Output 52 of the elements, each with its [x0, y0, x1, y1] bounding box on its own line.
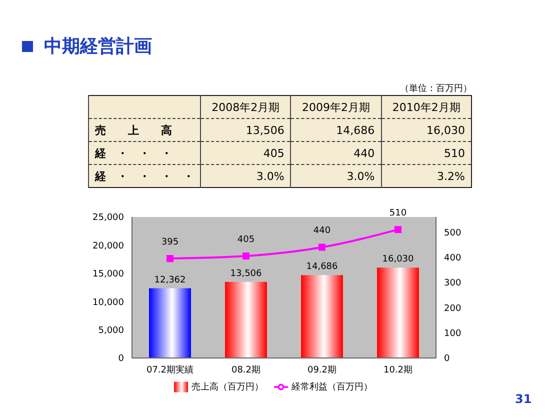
- data-label: 510: [389, 208, 407, 219]
- text: 2009年2月期: [290, 96, 382, 118]
- point: [166, 255, 174, 262]
- bar: [301, 275, 343, 358]
- y2-tick-label: 400: [444, 253, 462, 264]
- point: [318, 244, 326, 251]
- bar: [149, 288, 191, 358]
- data-label: 440: [313, 226, 331, 236]
- text: 14,686: [290, 118, 382, 142]
- text: 中期経営計画: [44, 35, 152, 58]
- y2-tick-label: 300: [444, 278, 462, 289]
- y-tick-label: 15,000: [92, 270, 124, 280]
- text: 3.0%: [200, 164, 291, 188]
- data-label: 395: [161, 238, 179, 248]
- data-label: 14,686: [306, 262, 338, 272]
- y-tick-label: 5,000: [98, 326, 124, 336]
- data-label: 13,506: [230, 268, 262, 279]
- text: 16,030: [381, 118, 472, 142]
- text: 405: [200, 142, 291, 164]
- legend-label: 売上高（百万円）: [192, 382, 264, 392]
- bar: [225, 282, 267, 358]
- text: 2008年2月期: [200, 96, 291, 118]
- y2-tick-label: 200: [444, 304, 462, 314]
- x-tick-label: 09.2期: [307, 364, 337, 376]
- text: 2010年2月期: [381, 96, 472, 118]
- text: 経 ・ ・ ・: [88, 142, 200, 164]
- text: 3.2%: [381, 164, 472, 188]
- y2-tick-label: 100: [444, 329, 462, 340]
- bar: [377, 268, 419, 358]
- text: 3.0%: [290, 164, 382, 188]
- point: [394, 226, 402, 234]
- x-tick-label: 10.2期: [383, 364, 413, 376]
- y2-tick-label: 0: [444, 354, 450, 364]
- point: [242, 252, 250, 260]
- text: 440: [290, 142, 382, 164]
- text: 経 ・ ・ ・ ・: [88, 164, 200, 188]
- text: 510: [381, 142, 472, 164]
- y2-tick-label: 500: [444, 228, 462, 238]
- text: 31: [515, 392, 532, 406]
- legend-label: 経常利益（百万円）: [292, 382, 372, 392]
- x-tick-label: 07.2期実績: [146, 364, 194, 376]
- text: 売 上 高: [88, 118, 200, 142]
- text: 13,506: [200, 118, 291, 142]
- y-tick-label: 10,000: [92, 298, 124, 308]
- y-tick-label: 20,000: [92, 241, 124, 252]
- y-tick-label: 0: [118, 354, 124, 364]
- y-tick-label: 25,000: [92, 213, 124, 224]
- text: （単位：百万円）: [400, 82, 472, 95]
- x-tick-label: 08.2期: [231, 364, 261, 376]
- data-label: 12,362: [154, 275, 186, 286]
- data-label: 405: [237, 235, 255, 246]
- data-label: 16,030: [382, 254, 414, 265]
